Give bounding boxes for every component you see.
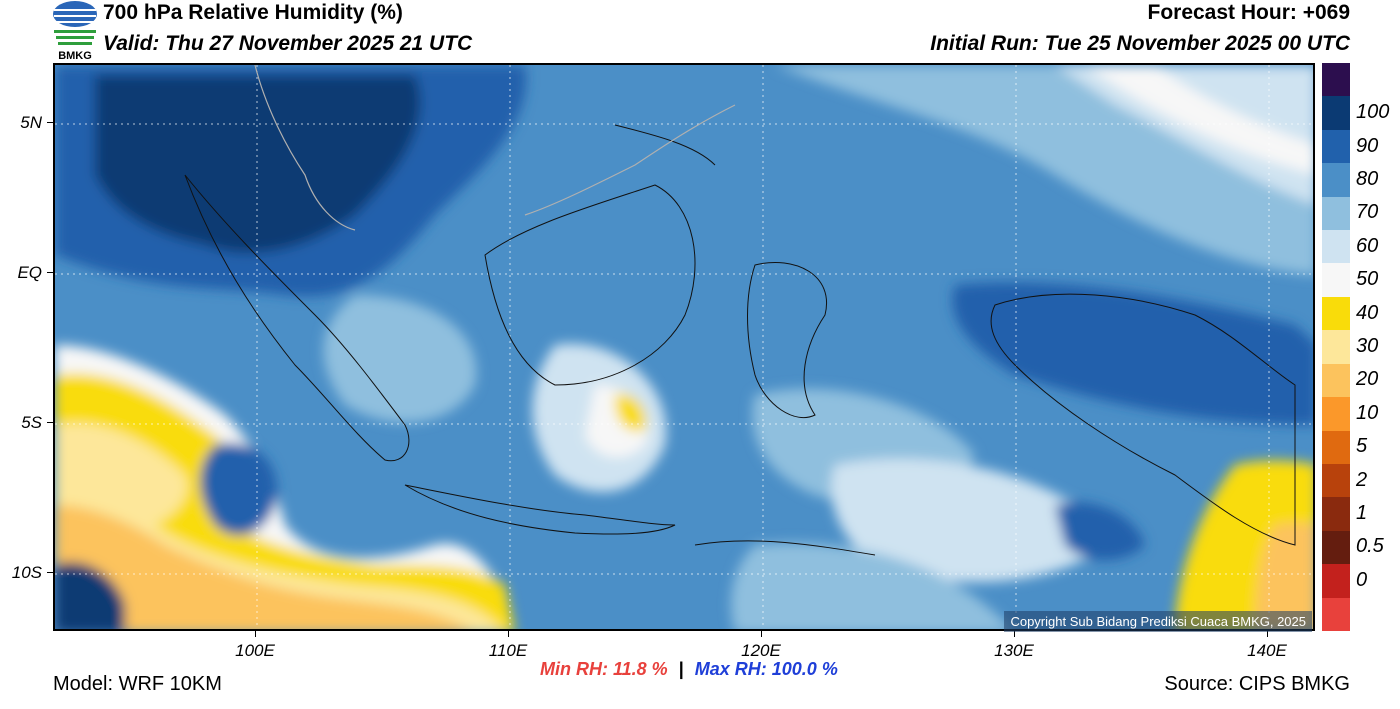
colorbar-segment <box>1322 597 1350 632</box>
humidity-map <box>53 63 1315 631</box>
lon-label-130e: 130E <box>994 641 1034 660</box>
lon-tick <box>508 631 509 637</box>
colorbar-label: 30 <box>1356 335 1379 357</box>
lat-tick <box>47 422 53 423</box>
lon-label-100e: 100E <box>235 641 275 660</box>
colorbar-label: 5 <box>1356 435 1368 458</box>
lon-tick <box>255 631 256 637</box>
valid-time: Valid: Thu 27 November 2025 21 UTC <box>103 32 473 55</box>
coastlines <box>184 124 1296 556</box>
colorbar-label: 2 <box>1356 468 1368 491</box>
lon-label-120e: 120E <box>741 641 781 660</box>
lon-label-110e: 110E <box>488 641 528 660</box>
colorbar-segment <box>1322 463 1350 498</box>
initial-run: Initial Run: Tue 25 November 2025 00 UTC <box>930 32 1350 55</box>
colorbar-segment <box>1322 330 1350 365</box>
source-label: Source: CIPS BMKG <box>1164 673 1350 695</box>
colorbar-label: 80 <box>1356 167 1379 190</box>
colorbar-segment <box>1322 497 1350 532</box>
colorbar-label: 90 <box>1356 134 1379 157</box>
colorbar-label: 10 <box>1356 401 1379 424</box>
lat-label-eq: EQ <box>17 263 42 282</box>
colorbar-label: 60 <box>1356 234 1379 257</box>
colorbar-segment <box>1322 296 1350 331</box>
colorbar-segment <box>1322 63 1350 97</box>
colorbar-label: 0 <box>1356 568 1368 591</box>
lat-label-5s: 5S <box>21 413 42 432</box>
lat-tick <box>47 572 53 573</box>
colorbar-label: 0.5 <box>1356 535 1384 558</box>
lat-tick <box>47 122 53 123</box>
min-rh: Min RH: 11.8 % <box>540 659 668 679</box>
colorbar-label: 40 <box>1356 301 1379 324</box>
colorbar-segment <box>1322 564 1350 599</box>
lon-tick <box>1267 631 1268 637</box>
lat-label-5n: 5N <box>20 113 42 132</box>
max-rh: Max RH: 100.0 % <box>694 659 838 679</box>
colorbar-segment <box>1322 263 1350 298</box>
colorbar-segment <box>1322 530 1350 565</box>
colorbar-segment <box>1322 129 1350 164</box>
forecast-hour: Forecast Hour: +069 <box>1147 1 1351 24</box>
logo-text: BMKG <box>58 50 92 62</box>
rh-stats: Min RH: 11.8 % | Max RH: 100.0 % <box>540 659 838 680</box>
colorbar-segment <box>1322 430 1350 465</box>
colorbar <box>1322 63 1350 632</box>
colorbar-label: 50 <box>1356 268 1379 291</box>
colorbar-segment <box>1322 96 1350 131</box>
colorbar-label: 1 <box>1356 502 1368 525</box>
colorbar-label: 70 <box>1356 201 1379 224</box>
colorbar-segment <box>1322 397 1350 432</box>
lat-label-10s: 10S <box>11 563 42 582</box>
model-label: Model: WRF 10KM <box>53 673 222 695</box>
lon-label-140e: 140E <box>1247 641 1287 660</box>
copyright-text: Copyright Sub Bidang Prediksi Cuaca BMKG… <box>1004 611 1312 632</box>
colorbar-segment <box>1322 363 1350 398</box>
colorbar-label: 100 <box>1356 101 1390 124</box>
bmkg-logo: BMKG <box>52 0 98 62</box>
humidity-fields <box>55 65 1313 629</box>
colorbar-label: 20 <box>1356 368 1379 391</box>
map-title: 700 hPa Relative Humidity (%) <box>103 1 403 24</box>
graticule <box>55 65 1313 629</box>
lon-tick <box>1014 631 1015 637</box>
stats-separator: | <box>678 659 684 679</box>
colorbar-segment <box>1322 230 1350 264</box>
lat-tick <box>47 272 53 273</box>
lon-tick <box>761 631 762 637</box>
colorbar-segment <box>1322 163 1350 198</box>
colorbar-segment <box>1322 196 1350 231</box>
country-border <box>254 65 356 231</box>
country-border-borneo <box>524 104 736 216</box>
